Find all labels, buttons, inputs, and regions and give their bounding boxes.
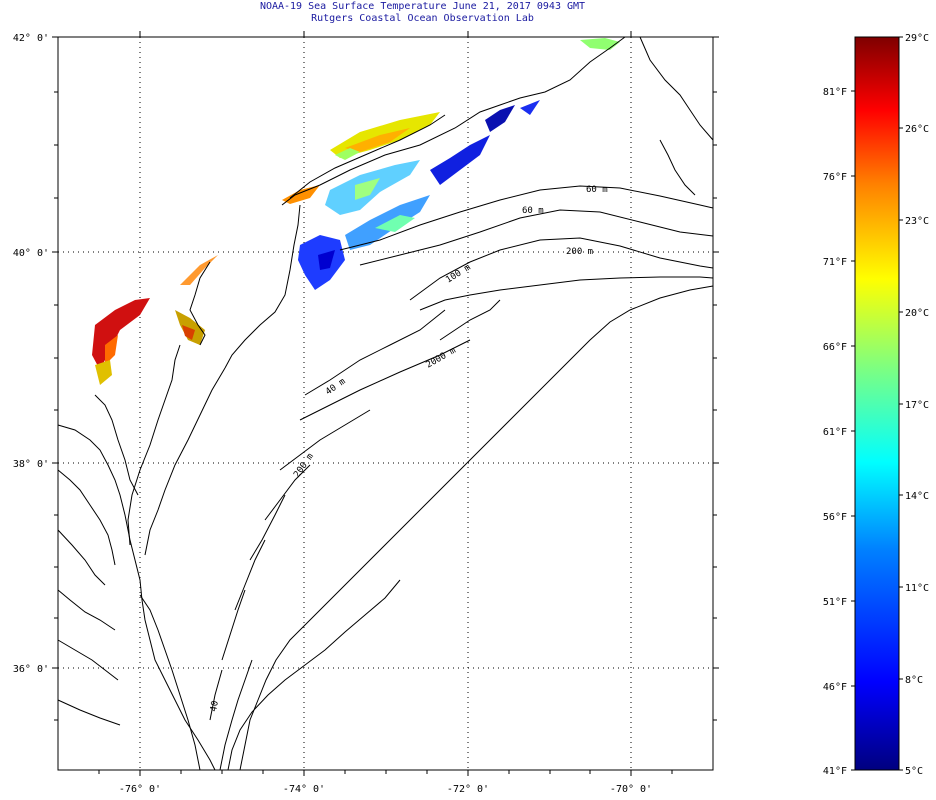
fahrenheit-label: 76°F bbox=[823, 172, 847, 183]
fahrenheit-label: 81°F bbox=[823, 87, 847, 98]
lon-label-70: -70° 0' bbox=[610, 784, 652, 795]
fahrenheit-label: 51°F bbox=[823, 597, 847, 608]
sst-data-patches bbox=[92, 38, 620, 385]
depth-label: 60 m bbox=[586, 185, 608, 195]
lat-label-36: 36° 0' bbox=[13, 664, 49, 675]
lon-label-76: -76° 0' bbox=[119, 784, 161, 795]
celsius-label: 20°C bbox=[905, 308, 929, 319]
depth-label: 200 m bbox=[566, 247, 593, 257]
celsius-label: 14°C bbox=[905, 491, 929, 502]
colorbar-ticks bbox=[851, 36, 903, 771]
longitude-labels: -76° 0' -74° 0' -72° 0' -70° 0' bbox=[119, 784, 652, 795]
axis-ticks bbox=[52, 31, 719, 776]
celsius-label: 17°C bbox=[905, 400, 929, 411]
colorbar-celsius-labels: 29°C 26°C 23°C 20°C 17°C 14°C 11°C 8°C 5… bbox=[905, 33, 929, 777]
celsius-label: 11°C bbox=[905, 583, 929, 594]
celsius-label: 26°C bbox=[905, 124, 929, 135]
celsius-label: 29°C bbox=[905, 33, 929, 44]
colorbar-fahrenheit-labels: 81°F 76°F 71°F 66°F 61°F 56°F 51°F 46°F … bbox=[823, 87, 847, 777]
latitude-labels: 42° 0' 40° 0' 38° 0' 36° 0' bbox=[13, 33, 49, 675]
celsius-label: 8°C bbox=[905, 675, 923, 686]
sst-patch-delaware-bay bbox=[175, 310, 205, 345]
depth-labels: 60 m 60 m 200 m 100 m 2000 m 40 m 200 m … bbox=[209, 185, 608, 713]
celsius-label: 23°C bbox=[905, 216, 929, 227]
depth-label: 40 m bbox=[324, 377, 348, 398]
bathymetry-contours bbox=[209, 185, 714, 771]
fahrenheit-label: 56°F bbox=[823, 512, 847, 523]
depth-label: 200 m bbox=[292, 452, 316, 480]
fahrenheit-label: 71°F bbox=[823, 257, 847, 268]
map-title: NOAA-19 Sea Surface Temperature June 21,… bbox=[259, 1, 586, 12]
lat-label-38: 38° 0' bbox=[13, 459, 49, 470]
fahrenheit-label: 66°F bbox=[823, 342, 847, 353]
lon-label-74: -74° 0' bbox=[283, 784, 325, 795]
fahrenheit-label: 41°F bbox=[823, 766, 847, 777]
celsius-label: 5°C bbox=[905, 766, 923, 777]
sst-patch-chesapeake bbox=[92, 298, 150, 370]
map-subtitle: Rutgers Coastal Ocean Observation Lab bbox=[311, 13, 534, 24]
lon-label-72: -72° 0' bbox=[447, 784, 489, 795]
sst-patch-ny-bight bbox=[282, 185, 320, 204]
fahrenheit-label: 61°F bbox=[823, 427, 847, 438]
depth-label: 2000 m bbox=[425, 346, 458, 371]
depth-label: 40 bbox=[209, 700, 221, 712]
coastline bbox=[57, 36, 714, 771]
fahrenheit-label: 46°F bbox=[823, 682, 847, 693]
depth-label: 60 m bbox=[522, 206, 544, 216]
graticule bbox=[58, 37, 713, 770]
colorbar bbox=[854, 36, 900, 771]
lat-label-40: 40° 0' bbox=[13, 248, 49, 259]
map-frame bbox=[57, 36, 714, 771]
lat-label-42: 42° 0' bbox=[13, 33, 49, 44]
